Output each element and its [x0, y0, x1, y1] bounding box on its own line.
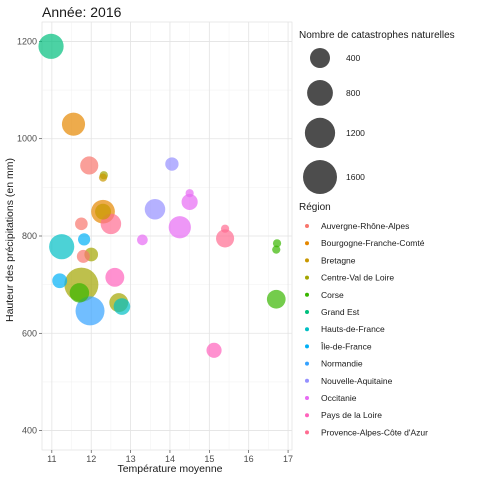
data-points	[38, 33, 286, 358]
color-legend-label: Auvergne-Rhône-Alpes	[321, 221, 409, 231]
data-point	[69, 283, 90, 303]
color-legend-label: Occitanie	[321, 393, 357, 403]
size-legend-label: 1600	[346, 172, 365, 182]
y-axis-label: Hauteur des précipitations (en mm)	[4, 158, 16, 322]
size-legend-key	[307, 80, 333, 106]
data-point	[165, 157, 179, 171]
color-legend-label: Pays de la Loire	[321, 410, 382, 420]
data-point	[144, 198, 166, 220]
size-legend: Nombre de catastrophes naturelles 400 800…	[299, 30, 455, 195]
data-point	[181, 193, 198, 211]
x-tick-label: 12	[86, 454, 96, 464]
size-legend-label: 1200	[346, 128, 365, 138]
data-point	[95, 203, 111, 220]
y-tick-label: 800	[22, 231, 37, 241]
color-legend-key	[305, 292, 309, 297]
x-tick-label: 11	[47, 454, 56, 464]
color-legend-label: Île-de-France	[320, 341, 372, 351]
color-legend-label: Bretagne	[321, 255, 356, 265]
data-point	[220, 224, 230, 233]
size-legend-label: 800	[346, 88, 360, 98]
x-tick-label: 16	[244, 454, 254, 464]
color-legend-label: Hauts-de-France	[321, 324, 385, 334]
data-point	[38, 33, 64, 59]
data-point	[272, 239, 282, 248]
color-legend-label: Bourgogne-Franche-Comté	[321, 238, 425, 248]
data-point	[185, 189, 194, 198]
color-legend-title: Région	[299, 202, 331, 213]
size-legend-label: 400	[346, 53, 360, 63]
data-point	[168, 216, 191, 239]
size-legend-title: Nombre de catastrophes naturelles	[299, 30, 455, 41]
color-legend-label: Provence-Alpes-Côte d'Azur	[321, 427, 428, 437]
color-legend-key	[305, 310, 309, 314]
color-legend-key	[305, 344, 309, 349]
color-legend-key	[305, 224, 309, 228]
color-legend-key	[305, 378, 309, 383]
color-legend-key	[305, 241, 309, 246]
y-tick-label: 400	[22, 426, 37, 436]
data-point	[80, 156, 99, 175]
x-tick-label: 17	[283, 454, 293, 464]
data-point	[137, 234, 148, 246]
size-legend-key	[303, 160, 337, 195]
color-legend-key	[305, 413, 309, 418]
chart-title: Année: 2016	[42, 4, 122, 20]
x-tick-label: 15	[204, 454, 214, 464]
data-point	[77, 233, 91, 246]
color-legend-key	[305, 327, 309, 332]
color-legend-label: Nouvelle-Aquitaine	[321, 376, 393, 386]
data-point	[76, 249, 90, 263]
data-point	[98, 173, 108, 182]
y-tick-label: 600	[22, 328, 37, 338]
data-point	[75, 217, 88, 231]
color-legend-label: Grand Est	[321, 307, 360, 317]
y-tick-label: 1000	[17, 134, 37, 144]
data-point	[272, 245, 281, 254]
data-point	[216, 229, 235, 248]
data-point	[52, 273, 68, 289]
color-legend-label: Normandie	[321, 359, 363, 369]
size-legend-key	[304, 117, 336, 149]
y-tick-label: 1200	[17, 36, 37, 46]
y-axis: 400 600 800 1000 1200	[17, 36, 42, 436]
data-point	[113, 298, 131, 315]
data-point	[206, 342, 222, 358]
color-legend-label: Centre-Val de Loire	[321, 273, 394, 283]
data-point	[49, 234, 75, 260]
x-axis: 11 12 13 14 15 16 17	[47, 450, 293, 464]
data-point	[75, 296, 105, 326]
color-legend-key	[305, 258, 309, 263]
data-point	[105, 267, 125, 287]
color-legend-key	[305, 430, 309, 435]
data-point	[266, 289, 286, 309]
x-tick-label: 14	[165, 454, 175, 464]
color-legend-key	[305, 396, 309, 400]
x-axis-label: Température moyenne	[117, 463, 222, 475]
data-point	[61, 112, 86, 136]
x-tick-label: 13	[126, 454, 136, 464]
color-legend-key	[305, 361, 309, 366]
color-legend-label: Corse	[321, 290, 344, 300]
color-legend: Région Auvergne-Rhône-Alpes Bourgogne-Fra…	[299, 202, 428, 437]
color-legend-key	[305, 275, 309, 280]
size-legend-key	[310, 48, 330, 68]
